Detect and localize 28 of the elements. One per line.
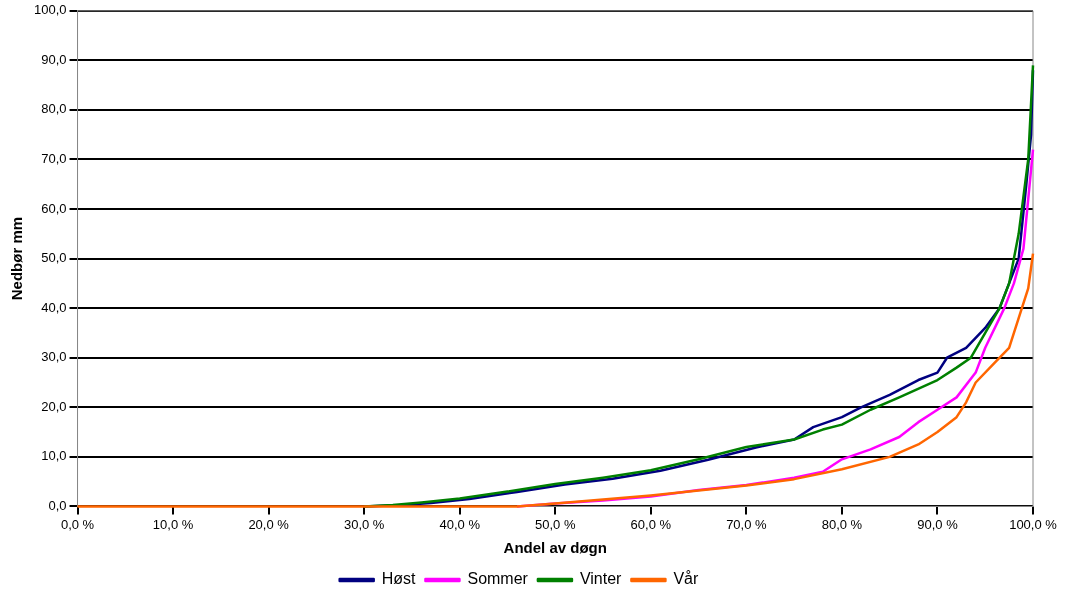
y-tick-label: 40,0 <box>41 299 67 315</box>
x-tick-label: 30,0 % <box>343 516 385 532</box>
x-tick-label: 100,0 % <box>1009 516 1058 532</box>
x-tick-label: 50,0 % <box>535 516 576 532</box>
x-tick-label: 70,0 % <box>726 516 768 532</box>
y-tick-label: 50,0 <box>41 250 67 266</box>
x-tick-label: 60,0 % <box>630 516 672 532</box>
legend-label: Høst <box>381 570 417 588</box>
y-tick-label: 90,0 <box>41 51 67 67</box>
y-tick-label: 0,0 <box>48 497 67 513</box>
x-tick-label: 40,0 % <box>439 516 481 532</box>
y-axis-title: Nedbør mm <box>8 216 26 301</box>
y-tick-label: 60,0 <box>41 200 67 216</box>
x-tick-label: 80,0 % <box>821 516 863 532</box>
x-tick-label: 0,0 % <box>60 516 95 532</box>
x-tick-label: 90,0 % <box>917 516 959 532</box>
y-tick-label: 70,0 <box>41 151 67 167</box>
x-axis-title: Andel av døgn <box>503 539 607 557</box>
y-tick-label: 10,0 <box>41 448 67 464</box>
y-tick-label: 80,0 <box>41 101 67 117</box>
y-tick-label: 30,0 <box>41 349 67 365</box>
y-tick-label: 100,0 <box>33 2 67 18</box>
y-tick-label: 20,0 <box>41 398 67 414</box>
legend-label: Vinter <box>579 570 623 588</box>
legend-label: Sommer <box>467 570 529 588</box>
legend-label: Vår <box>673 570 699 588</box>
x-tick-label: 20,0 % <box>248 516 290 532</box>
x-tick-label: 10,0 % <box>152 516 194 532</box>
